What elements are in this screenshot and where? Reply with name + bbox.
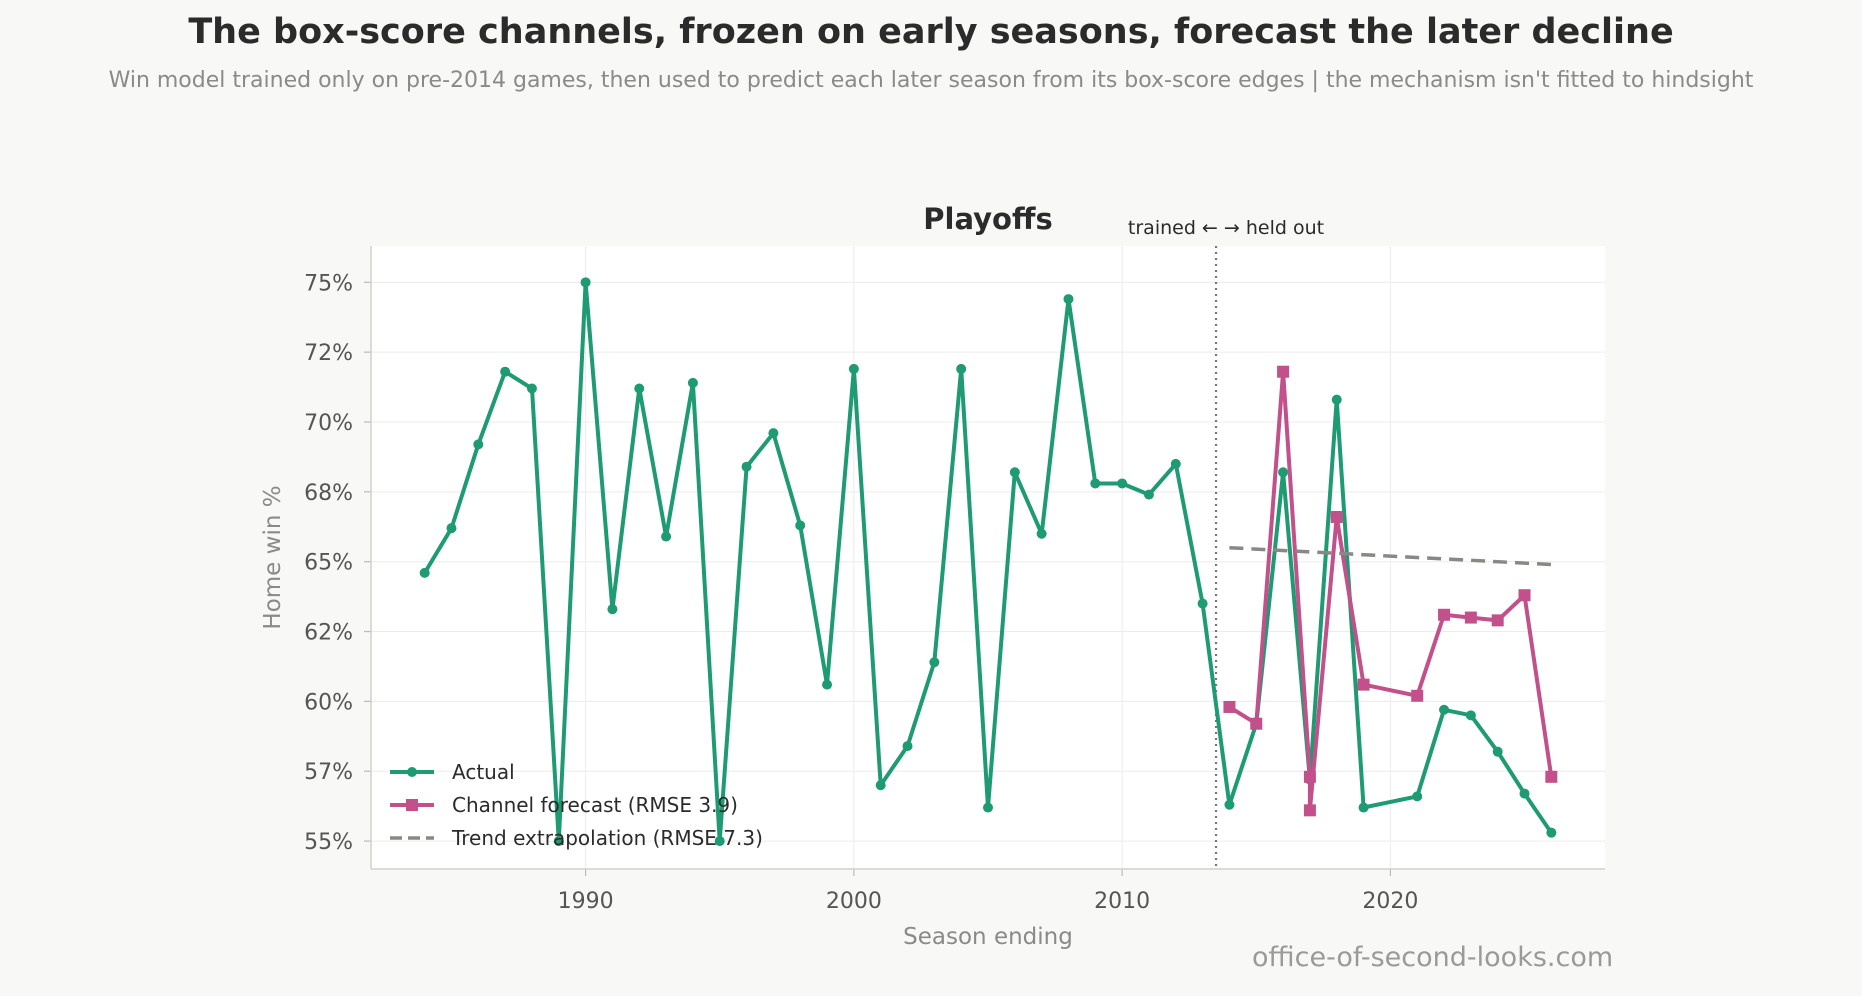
actual-point [419,567,430,578]
x-axis-label: Season ending [903,924,1073,950]
actual-point [1036,528,1047,539]
forecast-point [1411,689,1424,702]
actual-point [875,780,886,791]
actual-point [580,277,591,288]
actual-point [848,363,859,374]
actual-point [741,461,752,472]
grid [371,246,1605,869]
forecast-point [1250,717,1263,730]
actual-point [1358,802,1369,813]
actual-point [956,363,967,374]
actual-point [929,657,940,668]
forecast-point [1518,589,1531,602]
legend-label-0: Actual [452,760,515,784]
series-line-2 [1229,545,1552,567]
forecast-point [1438,608,1451,621]
source-credit: office-of-second-looks.com [1252,942,1614,973]
legend: Actual Channel forecast (RMSE 3.9) Trend e… [390,760,763,850]
actual-point [1519,788,1530,799]
y-tick-label: 60% [304,690,353,715]
actual-point [1331,394,1342,405]
actual-point [1546,827,1557,838]
chart-title: Playoffs [923,202,1052,236]
forecast-point [1464,611,1477,624]
actual-point [768,428,779,439]
legend-marker [406,799,418,811]
legend-label-2: Trend extrapolation (RMSE 7.3) [451,826,763,850]
y-tick-label: 70% [304,411,353,436]
actual-point [1063,294,1074,305]
y-tick-label: 65% [304,551,353,576]
actual-point [902,741,913,752]
y-tick-label: 75% [304,271,353,296]
actual-point [687,377,698,388]
series-layer [419,277,1558,847]
plot-background [371,246,1605,869]
forecast-point [1545,770,1558,783]
actual-point [1197,598,1208,609]
forecast-point [1277,365,1290,378]
actual-point [446,523,457,534]
x-tick-label: 2020 [1362,889,1418,914]
train-split-label: trained ← → held out [1128,217,1324,239]
legend-label-1: Channel forecast (RMSE 3.9) [452,793,738,817]
actual-point [1465,710,1476,721]
actual-point [1412,791,1423,802]
actual-point [1009,467,1020,478]
actual-point [1117,478,1128,489]
x-tick-label: 2010 [1094,889,1150,914]
split-marker: trained ← → held out [1128,217,1324,869]
actual-point [1278,467,1289,478]
axes [364,246,1605,876]
y-tick-label: 68% [304,481,353,506]
actual-point [714,836,725,847]
actual-point [500,366,511,377]
forecast-point [1303,804,1316,817]
forecast-point [1223,700,1236,713]
actual-point [1439,704,1450,715]
forecast-point [1357,678,1370,691]
actual-point [1143,489,1154,500]
forecast-point [1330,510,1343,523]
y-tick-label: 57% [304,760,353,785]
actual-point [634,383,645,394]
series-line-0 [422,280,1553,844]
y-tick-label: 55% [304,830,353,855]
tick-labels: 55% 57% 60% 62% 65% 68% 70% 72% 75% 1990 2000 2010 2… [304,271,1418,914]
actual-point [1090,478,1101,489]
x-tick-label: 1990 [558,889,614,914]
forecast-point [1491,614,1504,627]
actual-point [983,802,993,813]
actual-point [526,383,537,394]
y-tick-label: 72% [304,341,353,366]
actual-point [795,520,806,531]
y-tick-label: 62% [304,621,353,646]
legend-marker [407,767,417,777]
actual-point [553,836,564,847]
actual-point [822,679,833,690]
page-title: The box-score channels, frozen on early … [188,12,1674,52]
actual-point [473,439,484,450]
page-subtitle: Win model trained only on pre-2014 games… [108,68,1754,93]
actual-point [1492,746,1503,757]
forecast-point [1303,770,1316,783]
actual-point [1224,799,1235,810]
actual-point [661,531,672,542]
actual-point [607,604,618,615]
actual-point [1170,458,1181,469]
y-axis-label: Home win % [260,485,286,629]
x-tick-label: 2000 [826,889,882,914]
